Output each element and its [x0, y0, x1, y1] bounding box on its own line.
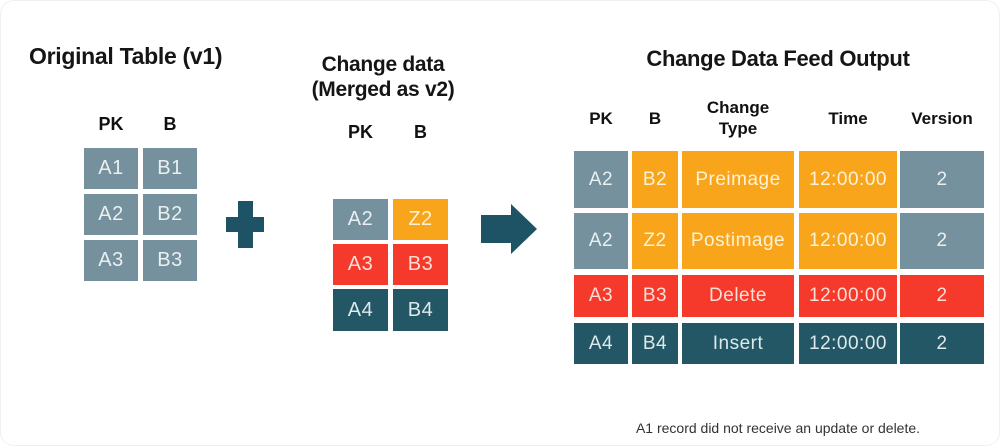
cdf-cell: 2 [900, 151, 984, 208]
left-cell-a2: A2 [84, 194, 138, 235]
middle-col-header-pk: PK [347, 122, 373, 142]
original-table-title: Original Table (v1) [29, 43, 223, 69]
cdf-cell: B3 [632, 275, 678, 317]
cdf-cell: Preimage [682, 151, 794, 208]
cdf-cell: B4 [632, 323, 678, 364]
left-col-header-b: B [163, 114, 177, 134]
left-cell-b1: B1 [143, 148, 197, 189]
cdf-cell: Z2 [632, 213, 678, 269]
middle-cell-b3: B3 [393, 244, 448, 285]
change-data-title-line1: Change data [321, 53, 445, 76]
left-cell-b3: B3 [143, 240, 197, 281]
cdf-cell: B2 [632, 151, 678, 208]
change-data-title-line2: (Merged as v2) [311, 78, 455, 101]
cdf-col-header-change-type: Change Type [706, 98, 770, 138]
change-data-title: Change data (Merged as v2) [288, 52, 478, 102]
cdf-col-header-b: B [648, 108, 662, 128]
cdf-cell: 12:00:00 [799, 151, 897, 208]
middle-cell-z2: Z2 [393, 199, 448, 240]
cdf-col-header-pk: PK [589, 108, 613, 128]
cdf-col-header-version: Version [911, 108, 973, 128]
left-cell-b2: B2 [143, 194, 197, 235]
middle-col-header-b: B [414, 122, 427, 142]
arrow-right-icon [481, 204, 537, 254]
cdf-cell: 12:00:00 [799, 275, 897, 317]
left-col-header-pk: PK [98, 114, 124, 134]
cdf-cell: 12:00:00 [799, 213, 897, 269]
plus-icon [226, 201, 264, 248]
middle-cell-a3: A3 [333, 244, 388, 285]
cdf-cell: 2 [900, 213, 984, 269]
cdf-cell: 2 [900, 323, 984, 364]
cdf-cell: A2 [574, 213, 628, 269]
left-cell-a3: A3 [84, 240, 138, 281]
cdf-cell: Postimage [682, 213, 794, 269]
middle-cell-b4: B4 [393, 289, 448, 331]
middle-cell-a4: A4 [333, 289, 388, 331]
cdf-cell: Delete [682, 275, 794, 317]
middle-cell-a2: A2 [333, 199, 388, 240]
cdf-cell: A3 [574, 275, 628, 317]
left-cell-a1: A1 [84, 148, 138, 189]
cdf-col-header-time: Time [828, 108, 868, 128]
cdf-cell: 2 [900, 275, 984, 317]
cdf-output-title: Change Data Feed Output [646, 46, 910, 71]
cdf-cell: Insert [682, 323, 794, 364]
cdf-cell: A4 [574, 323, 628, 364]
cdf-cell: A2 [574, 151, 628, 208]
footnote-line1: A1 record did not receive an update or d… [635, 420, 921, 436]
footnote: A1 record did not receive an update or d… [574, 383, 982, 445]
cdf-cell: 12:00:00 [799, 323, 897, 364]
